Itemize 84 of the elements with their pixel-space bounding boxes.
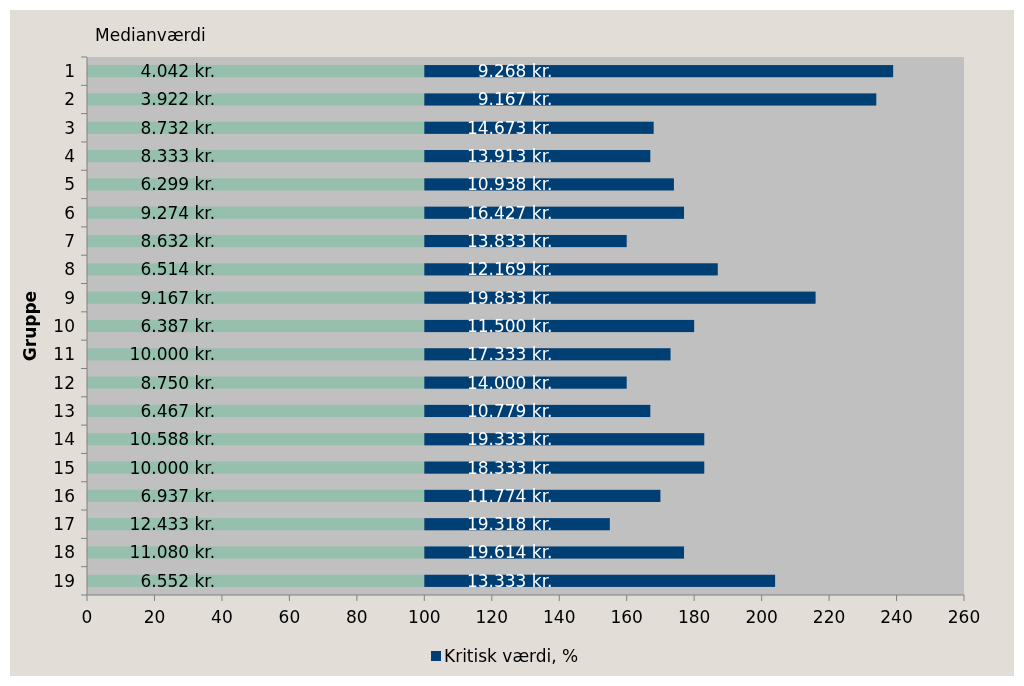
annotation: 8.750 kr. <box>140 372 216 393</box>
bar <box>424 93 877 106</box>
y-tick-label: 10 <box>53 315 75 336</box>
annotation: 19.333 kr. <box>466 429 553 450</box>
x-tick-label: 260 <box>947 607 981 627</box>
annotation: 9.167 kr. <box>140 287 216 308</box>
y-tick-label: 8 <box>64 259 75 280</box>
annotation: 19.833 kr. <box>466 287 553 308</box>
y-axis-title: Gruppe <box>20 290 40 362</box>
annotation: 6.552 kr. <box>140 570 216 591</box>
y-tick-label: 1 <box>64 61 75 82</box>
y-tick-label: 7 <box>64 231 75 251</box>
annotation: 10.588 kr. <box>129 429 216 450</box>
annotation: 9.167 kr. <box>477 89 553 110</box>
annotation: 10.779 kr. <box>466 400 553 421</box>
y-tick-label: 17 <box>53 514 75 535</box>
annotation: 18.333 kr. <box>466 457 553 478</box>
x-tick-label: 160 <box>610 607 643 627</box>
x-tick-label: 60 <box>278 607 301 627</box>
y-tick-label: 9 <box>64 287 75 308</box>
annotation: 10.000 kr. <box>129 344 216 365</box>
x-tick-label: 100 <box>408 607 441 627</box>
annotation: 14.000 kr. <box>466 372 553 393</box>
y-tick-label: 18 <box>53 542 75 563</box>
annotation: 6.514 kr. <box>140 259 216 280</box>
annotation: 14.673 kr. <box>466 117 553 138</box>
annotation: 6.387 kr. <box>140 315 216 336</box>
annotation: 8.632 kr. <box>140 231 216 251</box>
y-tick-label: 12 <box>53 372 75 393</box>
annotation: 4.042 kr. <box>140 61 216 82</box>
y-tick-label: 2 <box>64 89 75 110</box>
x-tick-label: 80 <box>346 607 368 627</box>
annotation: 10.938 kr. <box>466 174 553 195</box>
x-tick-label: 220 <box>812 607 846 627</box>
series-label: Medianværdi <box>95 25 206 45</box>
x-tick-label: 200 <box>745 607 778 627</box>
annotation: 17.333 kr. <box>466 344 553 365</box>
x-tick-label: 0 <box>81 607 93 627</box>
y-tick-label: 5 <box>64 174 75 195</box>
x-tick-label: 120 <box>475 607 508 627</box>
annotation: 11.080 kr. <box>129 542 216 563</box>
annotation: 11.774 kr. <box>466 485 553 506</box>
bar <box>87 93 425 106</box>
legend-label: Kritisk værdi, % <box>444 646 579 666</box>
annotation: 13.833 kr. <box>466 231 553 251</box>
bar <box>87 178 425 191</box>
y-tick-label: 19 <box>53 570 75 591</box>
bar <box>424 178 674 191</box>
bar <box>87 546 425 559</box>
annotation: 6.299 kr. <box>140 174 216 195</box>
annotation: 8.732 kr. <box>140 117 216 138</box>
annotation: 6.937 kr. <box>140 485 216 506</box>
annotation: 16.427 kr. <box>466 202 553 223</box>
annotation: 11.500 kr. <box>466 315 553 336</box>
annotation: 12.169 kr. <box>466 259 553 280</box>
bar <box>424 65 894 78</box>
annotation: 12.433 kr. <box>129 514 216 535</box>
x-tick-label: 40 <box>211 607 233 627</box>
annotation: 9.268 kr. <box>477 61 553 82</box>
y-tick-label: 4 <box>64 146 75 167</box>
y-tick-label: 14 <box>53 429 75 450</box>
y-tick-label: 15 <box>53 457 75 478</box>
x-tick-label: 180 <box>677 607 711 627</box>
bar <box>424 461 705 474</box>
annotation: 9.274 kr. <box>140 202 216 223</box>
y-tick-label: 13 <box>53 400 75 421</box>
y-tick-label: 6 <box>64 202 75 223</box>
annotation: 3.922 kr. <box>140 89 216 110</box>
bar <box>87 461 425 474</box>
y-tick-label: 16 <box>53 485 75 506</box>
annotation: 8.333 kr. <box>140 146 216 167</box>
y-tick-label: 3 <box>64 117 75 138</box>
annotation: 13.333 kr. <box>466 570 553 591</box>
annotation: 19.318 kr. <box>466 514 553 535</box>
bar <box>424 546 685 559</box>
annotation: 6.467 kr. <box>140 400 216 421</box>
x-tick-label: 240 <box>880 607 913 627</box>
y-tick-label: 11 <box>53 344 75 365</box>
x-tick-label: 140 <box>543 607 576 627</box>
annotation: 13.913 kr. <box>466 146 553 167</box>
annotation: 10.000 kr. <box>129 457 216 478</box>
x-tick-label: 20 <box>143 607 166 627</box>
annotation: 19.614 kr. <box>466 542 553 563</box>
bar <box>87 121 425 134</box>
